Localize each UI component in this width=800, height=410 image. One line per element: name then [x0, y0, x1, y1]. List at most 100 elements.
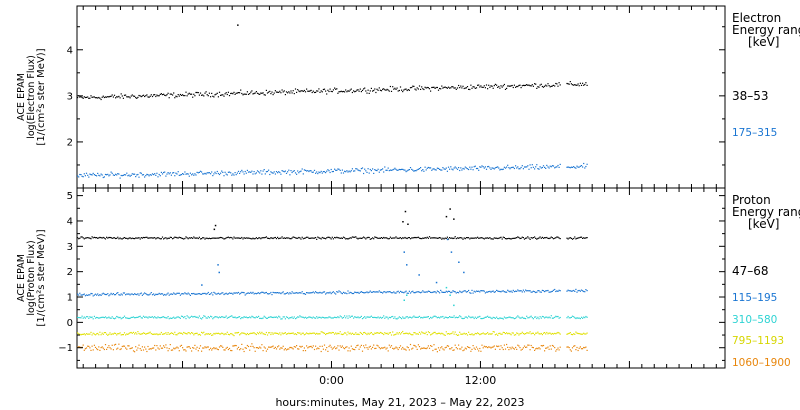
data-point	[318, 316, 320, 318]
data-point	[579, 346, 581, 348]
data-point	[519, 84, 521, 86]
data-point	[493, 168, 495, 170]
data-point	[270, 333, 272, 336]
data-point	[398, 168, 400, 171]
data-point	[109, 317, 111, 319]
data-point	[196, 171, 198, 173]
data-point	[291, 347, 293, 349]
data-point	[227, 91, 229, 93]
data-point	[278, 292, 280, 294]
data-point	[279, 348, 281, 350]
data-point	[552, 345, 555, 347]
data-point	[425, 316, 427, 318]
data-point	[258, 93, 260, 95]
data-point	[386, 291, 388, 293]
proton-legend-entry: 310–580	[732, 314, 777, 326]
data-point	[224, 93, 226, 95]
data-point	[361, 318, 364, 320]
data-point	[408, 89, 410, 91]
data-point	[461, 169, 463, 171]
data-point	[580, 236, 583, 238]
data-point	[227, 171, 229, 173]
data-point	[187, 238, 189, 240]
data-point	[584, 317, 586, 319]
data-point	[117, 347, 119, 349]
data-point	[441, 291, 443, 293]
data-point	[390, 237, 393, 239]
data-point	[96, 237, 98, 239]
data-point	[540, 237, 542, 239]
data-point	[99, 294, 101, 296]
data-point	[320, 350, 322, 353]
data-point	[206, 317, 208, 319]
data-point	[582, 290, 584, 292]
data-point	[458, 292, 460, 294]
data-point	[414, 88, 416, 90]
data-point	[145, 293, 147, 295]
data-point	[354, 170, 356, 172]
data-point	[556, 316, 558, 318]
data-point	[541, 166, 543, 169]
data-point	[411, 334, 413, 336]
data-point	[177, 237, 179, 239]
data-point	[259, 346, 261, 348]
data-point	[132, 331, 135, 333]
data-point	[454, 87, 456, 89]
data-point	[255, 347, 257, 349]
data-point	[323, 237, 326, 239]
data-point	[549, 332, 551, 334]
data-point	[571, 84, 574, 86]
data-point	[346, 238, 348, 240]
data-point	[185, 293, 187, 295]
data-point	[242, 348, 244, 350]
data-point	[283, 349, 285, 351]
data-point	[155, 174, 157, 176]
data-point	[396, 237, 398, 239]
data-point	[499, 348, 501, 350]
data-point	[358, 317, 360, 319]
data-point	[108, 316, 110, 318]
data-point	[266, 317, 269, 319]
data-point	[187, 346, 189, 348]
data-point	[130, 331, 132, 334]
data-point	[156, 333, 158, 335]
data-point	[320, 238, 322, 240]
data-point	[125, 174, 127, 176]
data-point	[214, 237, 216, 239]
data-point	[312, 291, 314, 293]
data-point	[365, 317, 367, 319]
data-point	[129, 317, 131, 319]
data-point	[388, 332, 390, 334]
data-point	[447, 290, 450, 292]
data-point	[372, 316, 374, 318]
data-point	[484, 237, 486, 239]
data-point	[311, 347, 313, 349]
data-point	[558, 317, 560, 319]
data-point	[129, 332, 131, 334]
data-point	[230, 172, 232, 174]
data-point	[77, 97, 79, 99]
data-point	[120, 318, 122, 320]
data-point	[477, 167, 479, 170]
data-point	[439, 292, 441, 294]
data-point	[94, 317, 97, 319]
data-point	[360, 315, 362, 317]
data-point	[460, 237, 462, 239]
data-point	[555, 237, 557, 239]
data-point	[99, 331, 101, 333]
data-point	[273, 332, 275, 334]
data-point	[246, 237, 248, 239]
data-point	[336, 317, 338, 319]
data-point	[373, 172, 375, 174]
data-point	[251, 292, 253, 294]
data-point	[241, 92, 243, 95]
data-point	[582, 82, 584, 84]
data-point	[146, 236, 148, 238]
data-point	[331, 91, 333, 93]
data-point	[230, 349, 232, 352]
data-point	[580, 165, 583, 167]
data-point	[503, 291, 505, 293]
data-point	[372, 237, 374, 239]
data-point	[228, 334, 231, 336]
data-point	[416, 291, 418, 293]
